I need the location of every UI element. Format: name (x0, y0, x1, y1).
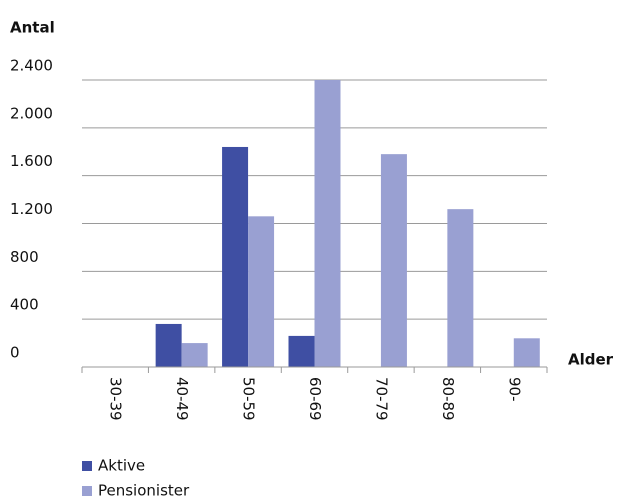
y-tick-label: 2.000 (10, 104, 53, 122)
x-tick-label: 90- (505, 377, 523, 402)
x-tick-label: 40-49 (173, 377, 191, 421)
x-tick-label: 80-89 (439, 377, 457, 421)
y-tick-label: 800 (10, 248, 39, 266)
y-tick-label: 400 (10, 296, 39, 314)
legend-label: Aktive (98, 457, 145, 475)
legend-swatch (82, 461, 92, 471)
y-axis-label: Antal (10, 19, 55, 37)
y-tick-label: 1.600 (10, 152, 53, 170)
x-tick-label: 70-79 (372, 377, 390, 421)
bar (181, 343, 208, 367)
bar (513, 338, 540, 367)
y-tick-label: 1.200 (10, 200, 53, 218)
bar (447, 209, 474, 367)
legend-label: Pensionister (98, 482, 190, 500)
x-tick-label: 60-69 (306, 377, 324, 421)
y-tick-label: 2.400 (10, 57, 53, 75)
legend-swatch (82, 486, 92, 496)
y-tick-label: 0 (10, 344, 20, 362)
bar (314, 80, 341, 367)
bar (155, 323, 182, 367)
bar (248, 216, 275, 367)
x-axis-label: Alder (568, 351, 614, 369)
x-tick-label: 30-39 (107, 377, 125, 421)
bar (222, 146, 249, 367)
x-tick-label: 50-59 (240, 377, 258, 421)
bar (380, 154, 407, 367)
bar (288, 335, 315, 367)
